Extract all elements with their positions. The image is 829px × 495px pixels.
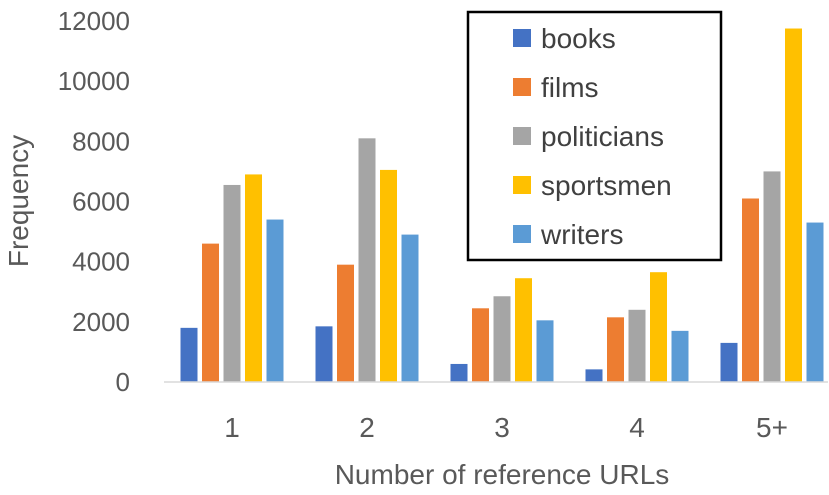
x-axis-title: Number of reference URLs bbox=[335, 459, 670, 490]
bar-writers-2 bbox=[401, 234, 419, 382]
y-tick-label: 2000 bbox=[72, 307, 130, 337]
legend: books films politicians sportsmen writers bbox=[466, 10, 723, 262]
legend-swatch-books bbox=[513, 29, 531, 47]
y-tick-label: 12000 bbox=[58, 6, 130, 36]
legend-swatch-films bbox=[513, 78, 531, 96]
y-axis-title: Frequency bbox=[3, 135, 34, 267]
legend-label-politicians: politicians bbox=[541, 121, 664, 152]
bar-writers-4 bbox=[671, 330, 689, 382]
y-tick-label: 10000 bbox=[58, 66, 130, 96]
bar-politicians-1 bbox=[223, 184, 241, 382]
x-tick-label: 5+ bbox=[756, 412, 788, 443]
y-tick-label: 6000 bbox=[72, 187, 130, 217]
bar-sportsmen-4 bbox=[650, 272, 667, 382]
legend-label-books: books bbox=[541, 23, 616, 54]
bar-books-3 bbox=[450, 363, 468, 382]
bar-writers-1 bbox=[266, 219, 284, 382]
bar-sportsmen-3 bbox=[515, 278, 532, 382]
bar-politicians-5+ bbox=[763, 171, 781, 382]
bar-writers-5+ bbox=[806, 222, 824, 382]
bar-films-1 bbox=[202, 243, 219, 382]
bar-politicians-2 bbox=[358, 138, 376, 382]
x-tick-label: 4 bbox=[629, 412, 645, 443]
bar-books-1 bbox=[180, 327, 198, 382]
legend-swatch-politicians bbox=[513, 127, 531, 145]
bar-books-5+ bbox=[720, 342, 738, 382]
bar-films-2 bbox=[337, 264, 354, 382]
bar-films-3 bbox=[472, 308, 489, 382]
x-tick-label: 1 bbox=[224, 412, 240, 443]
y-tick-label: 4000 bbox=[72, 247, 130, 277]
bar-writers-3 bbox=[536, 320, 554, 382]
bar-books-4 bbox=[585, 369, 603, 382]
bar-politicians-4 bbox=[628, 309, 646, 382]
y-tick-label: 8000 bbox=[72, 126, 130, 156]
legend-swatch-sportsmen bbox=[513, 176, 531, 194]
x-axis-ticks: 1 2 3 4 5+ bbox=[224, 412, 788, 443]
bar-books-2 bbox=[315, 326, 333, 382]
bar-politicians-3 bbox=[493, 296, 511, 382]
x-tick-label: 2 bbox=[359, 412, 375, 443]
bars bbox=[180, 28, 824, 382]
legend-label-films: films bbox=[541, 72, 599, 103]
bar-sportsmen-2 bbox=[380, 169, 397, 382]
legend-label-writers: writers bbox=[540, 219, 623, 250]
y-tick-label: 0 bbox=[116, 367, 130, 397]
legend-swatch-writers bbox=[513, 225, 531, 243]
bar-sportsmen-1 bbox=[245, 174, 262, 382]
bar-sportsmen-5+ bbox=[785, 28, 802, 382]
bar-films-4 bbox=[607, 317, 624, 382]
x-tick-label: 3 bbox=[494, 412, 510, 443]
legend-label-sportsmen: sportsmen bbox=[541, 170, 672, 201]
y-axis-ticks: 0 2000 4000 6000 8000 10000 12000 bbox=[58, 6, 130, 397]
bar-films-5+ bbox=[742, 198, 759, 382]
legend-box bbox=[466, 10, 723, 262]
